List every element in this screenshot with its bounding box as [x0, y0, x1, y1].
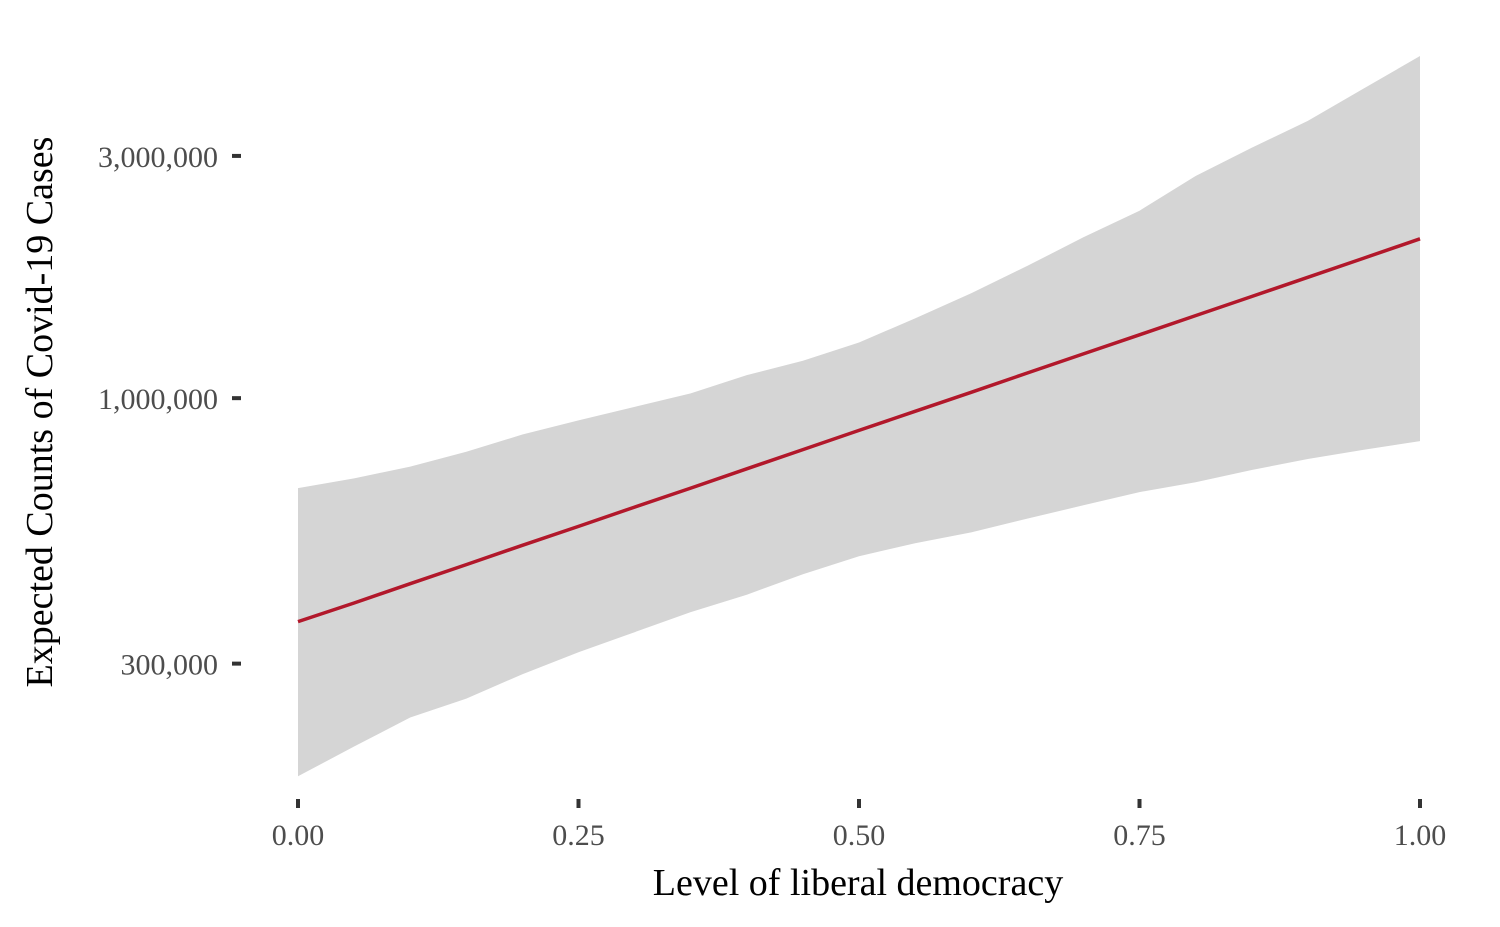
x-tick-label: 0.25	[552, 819, 605, 852]
y-tick-label: 300,000	[121, 649, 219, 682]
x-tick-label: 0.75	[1113, 819, 1166, 852]
y-tick-label: 1,000,000	[98, 383, 218, 416]
confidence-ribbon	[298, 56, 1420, 777]
x-axis: 0.00 0.25 0.50 0.75 1.00	[272, 799, 1447, 852]
x-tick-label: 0.50	[833, 819, 886, 852]
y-axis: 300,000 1,000,000 3,000,000	[98, 141, 241, 682]
y-tick-label: 3,000,000	[98, 141, 218, 174]
x-axis-title: Level of liberal democracy	[653, 862, 1063, 904]
x-tick-label: 0.00	[272, 819, 325, 852]
plot-area	[297, 56, 1421, 777]
x-tick-label: 1.00	[1394, 819, 1447, 852]
fitted-line	[297, 237, 1421, 624]
y-axis-title: Expected Counts of Covid-19 Cases	[19, 137, 61, 688]
